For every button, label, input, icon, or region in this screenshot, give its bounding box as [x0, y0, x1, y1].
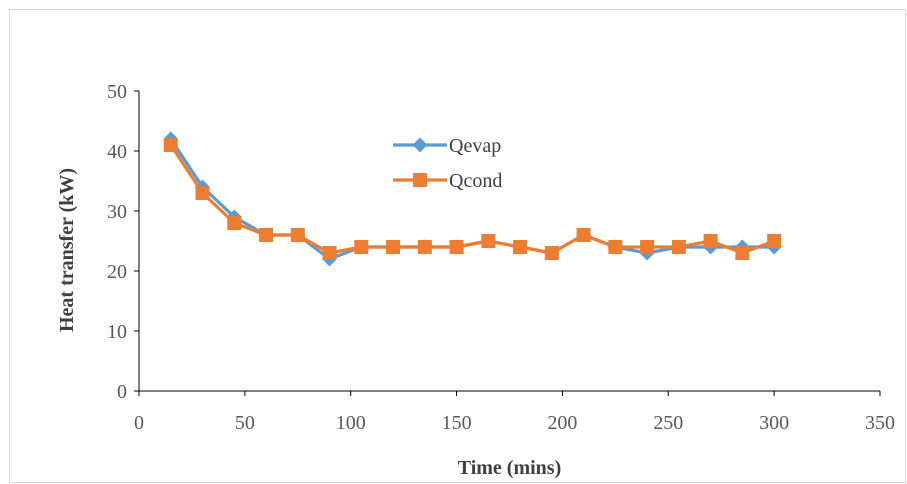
x-tick-label: 200: [547, 412, 577, 434]
data-point-qcond: [227, 216, 242, 230]
x-axis-title: Time (mins): [458, 457, 562, 479]
y-tick-label: 50: [107, 81, 127, 103]
data-point-qcond: [195, 186, 210, 200]
x-tick-label: 100: [336, 412, 366, 434]
x-tick-label: 350: [865, 412, 895, 434]
y-tick-label: 10: [107, 321, 127, 343]
legend-label-qcond: Qcond: [449, 170, 502, 192]
legend-marker-qevap: [412, 137, 428, 153]
y-tick-label: 20: [107, 261, 127, 283]
ticks: 0 10 20 30 40 50 0 50 100 150 200 250 300 350: [107, 81, 895, 434]
legend: Qevap Qcond: [393, 135, 502, 192]
y-tick-label: 40: [107, 141, 127, 163]
data-point-qcond: [767, 234, 782, 248]
data-point-qcond: [449, 240, 464, 254]
series: [163, 131, 782, 267]
data-point-qcond: [544, 246, 559, 260]
x-tick-label: 50: [235, 412, 255, 434]
data-point-qcond: [163, 138, 178, 152]
x-tick-label: 150: [442, 412, 472, 434]
data-point-qcond: [290, 228, 305, 242]
series-qcond: [163, 138, 782, 260]
legend-label-qevap: Qevap: [449, 135, 501, 157]
data-point-qcond: [576, 228, 591, 242]
data-point-qcond: [671, 240, 686, 254]
data-point-qcond: [259, 228, 274, 242]
axes: [138, 91, 880, 392]
data-point-qcond: [481, 234, 496, 248]
x-tick-label: 0: [134, 412, 144, 434]
data-point-qcond: [640, 240, 655, 254]
x-tick-label: 250: [653, 412, 683, 434]
data-point-qcond: [735, 246, 750, 260]
x-tick-label: 300: [759, 412, 789, 434]
data-point-qcond: [703, 234, 718, 248]
data-point-qcond: [417, 240, 432, 254]
legend-item-qcond: Qcond: [393, 170, 502, 192]
legend-item-qevap: Qevap: [393, 135, 501, 157]
data-point-qcond: [322, 246, 337, 260]
data-point-qcond: [513, 240, 528, 254]
data-point-qcond: [386, 240, 401, 254]
y-tick-label: 0: [117, 381, 127, 403]
data-point-qcond: [608, 240, 623, 254]
y-axis-title: Heat transfer (kW): [56, 168, 78, 332]
y-tick-label: 30: [107, 201, 127, 223]
data-point-qcond: [354, 240, 369, 254]
legend-marker-qcond: [413, 173, 427, 187]
